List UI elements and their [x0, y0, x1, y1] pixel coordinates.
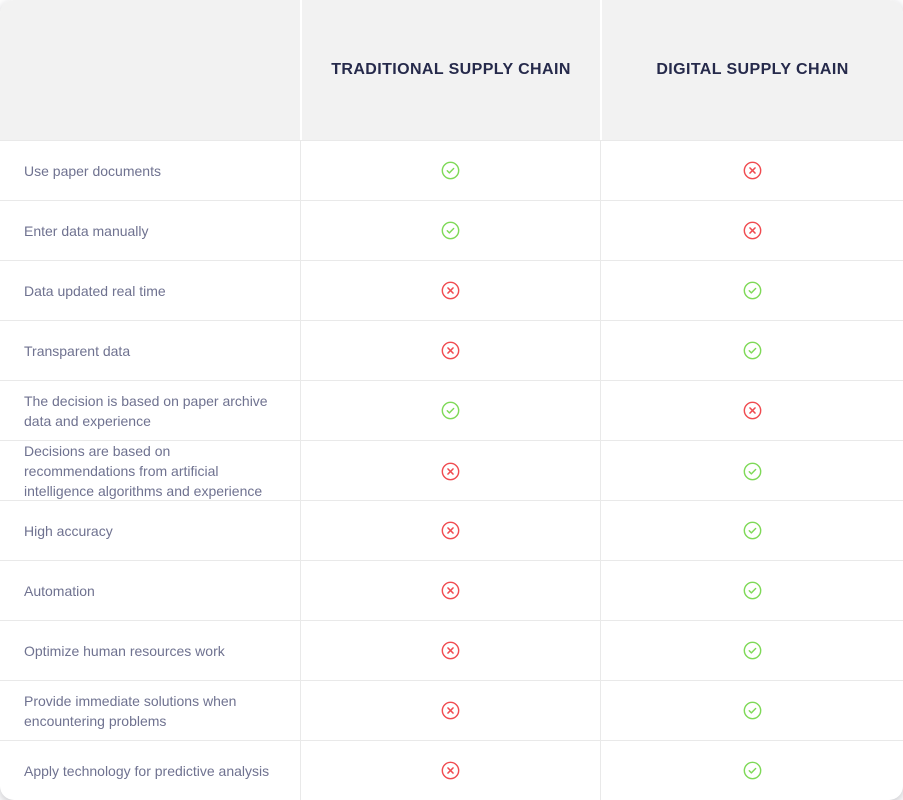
feature-label: High accuracy [24, 522, 113, 539]
check-circle-icon [743, 462, 762, 481]
traditional-value-cell [300, 201, 600, 260]
cross-circle-icon [441, 462, 460, 481]
check-circle-icon [743, 581, 762, 600]
table-row: Optimize human resources work [0, 620, 903, 680]
check-circle-icon [743, 761, 762, 780]
cross-circle-icon [743, 161, 762, 180]
table-row: High accuracy [0, 500, 903, 560]
digital-value-cell [600, 141, 903, 200]
feature-label: Provide immediate solutions when encount… [24, 692, 237, 729]
table-row: Provide immediate solutions when encount… [0, 680, 903, 740]
table-row: Enter data manually [0, 200, 903, 260]
digital-value-cell [600, 321, 903, 380]
feature-label: Transparent data [24, 342, 131, 359]
digital-value-cell [600, 621, 903, 680]
traditional-value-cell [300, 321, 600, 380]
table-row: The decision is based on paper archive d… [0, 380, 903, 440]
cross-circle-icon [441, 641, 460, 660]
header-cell-empty [0, 0, 300, 140]
digital-value-cell [600, 441, 903, 501]
cross-circle-icon [441, 281, 460, 300]
traditional-value-cell [300, 381, 600, 440]
check-circle-icon [743, 281, 762, 300]
cross-circle-icon [743, 401, 762, 420]
feature-label: The decision is based on paper archive d… [24, 392, 268, 429]
table-body: Use paper documents Enter data manually … [0, 140, 903, 800]
digital-value-cell [600, 561, 903, 620]
feature-label: Automation [24, 582, 95, 599]
digital-value-cell [600, 741, 903, 800]
check-circle-icon [743, 641, 762, 660]
feature-label: Enter data manually [24, 222, 149, 239]
digital-value-cell [600, 201, 903, 260]
cross-circle-icon [441, 341, 460, 360]
table-row: Decisions are based on recommendations f… [0, 440, 903, 501]
digital-value-cell [600, 501, 903, 560]
traditional-value-cell [300, 621, 600, 680]
traditional-value-cell [300, 441, 600, 501]
check-circle-icon [441, 401, 460, 420]
feature-label: Decisions are based on recommendations f… [24, 443, 263, 499]
header-cell-digital: DIGITAL SUPPLY CHAIN [600, 0, 903, 140]
cross-circle-icon [441, 701, 460, 720]
check-circle-icon [441, 221, 460, 240]
cross-circle-icon [441, 581, 460, 600]
feature-label: Use paper documents [24, 162, 161, 179]
cross-circle-icon [743, 221, 762, 240]
digital-value-cell [600, 261, 903, 320]
cross-circle-icon [441, 761, 460, 780]
traditional-value-cell [300, 741, 600, 800]
table-row: Transparent data [0, 320, 903, 380]
digital-value-cell [600, 681, 903, 740]
traditional-value-cell [300, 141, 600, 200]
table-row: Apply technology for predictive analysis [0, 740, 903, 800]
check-circle-icon [743, 521, 762, 540]
table-header: TRADITIONAL SUPPLY CHAIN DIGITAL SUPPLY … [0, 0, 903, 140]
check-circle-icon [743, 701, 762, 720]
digital-value-cell [600, 381, 903, 440]
traditional-value-cell [300, 501, 600, 560]
table-row: Data updated real time [0, 260, 903, 320]
table-row: Automation [0, 560, 903, 620]
header-cell-traditional: TRADITIONAL SUPPLY CHAIN [300, 0, 600, 140]
traditional-value-cell [300, 261, 600, 320]
table-row: Use paper documents [0, 140, 903, 200]
traditional-value-cell [300, 561, 600, 620]
feature-label: Apply technology for predictive analysis [24, 762, 270, 779]
cross-circle-icon [441, 521, 460, 540]
feature-label: Optimize human resources work [24, 642, 225, 659]
feature-label: Data updated real time [24, 282, 166, 299]
traditional-value-cell [300, 681, 600, 740]
check-circle-icon [441, 161, 460, 180]
check-circle-icon [743, 341, 762, 360]
